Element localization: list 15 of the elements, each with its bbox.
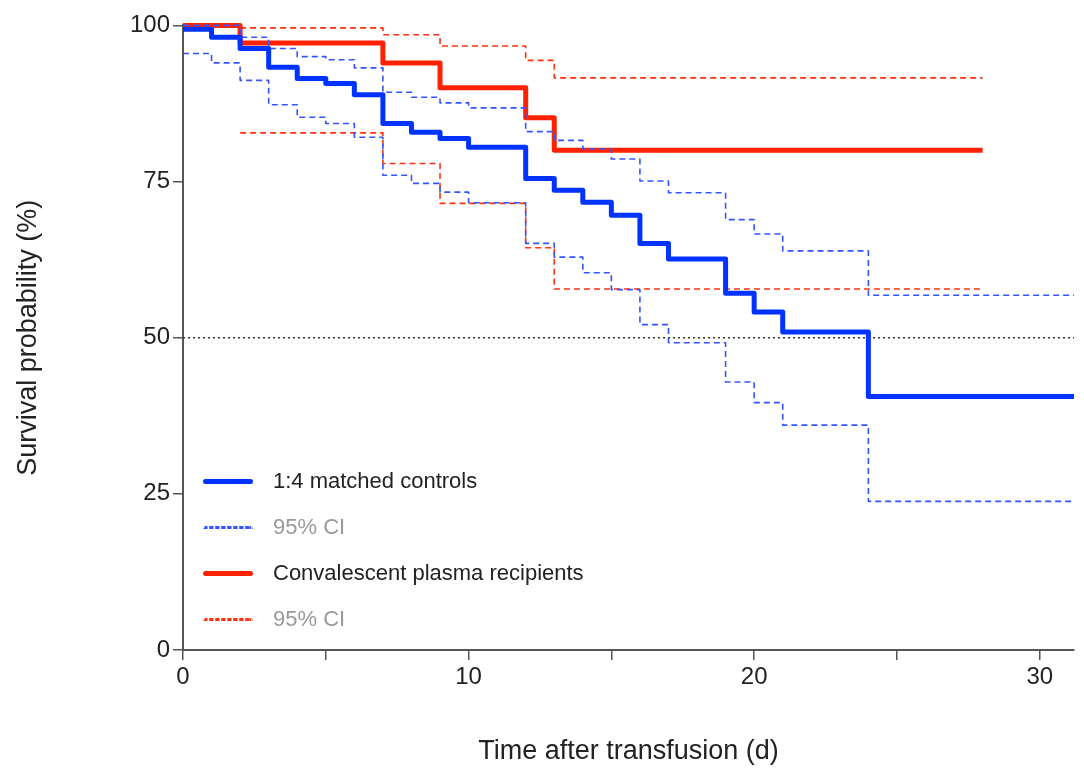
x-axis-title: Time after transfusion (d) [478, 735, 779, 766]
legend-label: 95% CI [273, 606, 346, 632]
y-tick-label: 50 [143, 322, 170, 350]
x-tick-label: 20 [740, 662, 768, 690]
y-tick-label: 0 [156, 634, 170, 662]
y-tick-label: 75 [143, 166, 170, 194]
x-tick-label: 0 [176, 662, 190, 690]
y-tick-label: 100 [129, 10, 170, 38]
y-tick-label: 25 [143, 478, 170, 506]
y-axis-title: Survival probability (%) [11, 199, 42, 476]
x-tick-label: 10 [455, 662, 482, 690]
x-tick-label: 30 [1026, 662, 1054, 690]
legend-label: 95% CI [273, 514, 346, 540]
legend-label: 1:4 matched controls [273, 468, 478, 494]
legend-label: Convalescent plasma recipients [273, 560, 584, 586]
